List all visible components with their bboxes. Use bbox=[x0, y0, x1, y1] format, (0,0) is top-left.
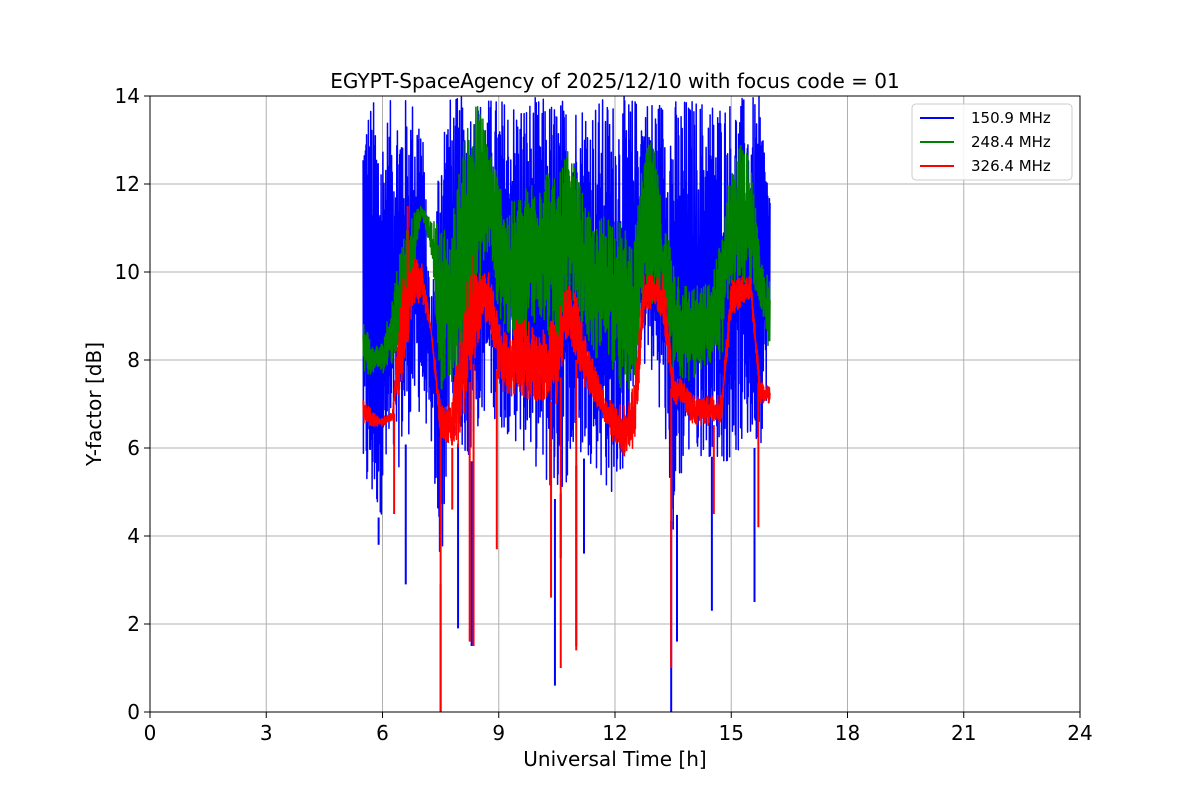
x-axis-label: Universal Time [h] bbox=[523, 747, 706, 771]
y-axis: 0 2 4 6 8 10 12 14 bbox=[115, 84, 150, 724]
legend: 150.9 MHz 248.4 MHz 326.4 MHz bbox=[911, 103, 1073, 181]
x-tick-label: 15 bbox=[719, 721, 744, 745]
x-tick-label: 6 bbox=[376, 721, 389, 745]
y-tick-label: 12 bbox=[115, 172, 140, 196]
x-tick-label: 12 bbox=[602, 721, 627, 745]
legend-label: 150.9 MHz bbox=[971, 109, 1051, 127]
series-line-2 bbox=[362, 254, 771, 457]
series-1 bbox=[362, 106, 771, 390]
y-tick-label: 14 bbox=[115, 84, 140, 108]
y-tick-label: 8 bbox=[127, 348, 140, 372]
x-tick-label: 3 bbox=[260, 721, 273, 745]
legend-box bbox=[911, 103, 1073, 181]
y-axis-label: Y-factor [dB] bbox=[82, 342, 106, 467]
series-line-1 bbox=[362, 106, 771, 390]
x-tick-label: 24 bbox=[1067, 721, 1092, 745]
x-tick-label: 9 bbox=[492, 721, 505, 745]
series-layer bbox=[362, 96, 771, 712]
y-tick-label: 6 bbox=[127, 436, 140, 460]
y-tick-label: 4 bbox=[127, 524, 140, 548]
x-axis: 0 3 6 9 12 15 18 21 24 bbox=[144, 712, 1093, 745]
y-tick-label: 10 bbox=[115, 260, 140, 284]
x-tick-label: 21 bbox=[951, 721, 976, 745]
legend-label: 326.4 MHz bbox=[971, 157, 1051, 175]
x-tick-label: 18 bbox=[835, 721, 860, 745]
series-2 bbox=[362, 206, 771, 712]
chart-title: EGYPT-SpaceAgency of 2025/12/10 with foc… bbox=[330, 69, 899, 93]
legend-label: 248.4 MHz bbox=[971, 133, 1051, 151]
y-tick-label: 0 bbox=[127, 700, 140, 724]
x-tick-label: 0 bbox=[144, 721, 157, 745]
y-tick-label: 2 bbox=[127, 612, 140, 636]
